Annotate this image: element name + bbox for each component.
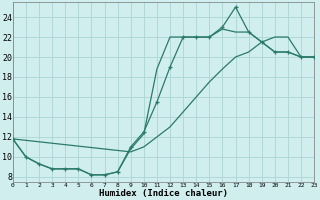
X-axis label: Humidex (Indice chaleur): Humidex (Indice chaleur) xyxy=(99,189,228,198)
